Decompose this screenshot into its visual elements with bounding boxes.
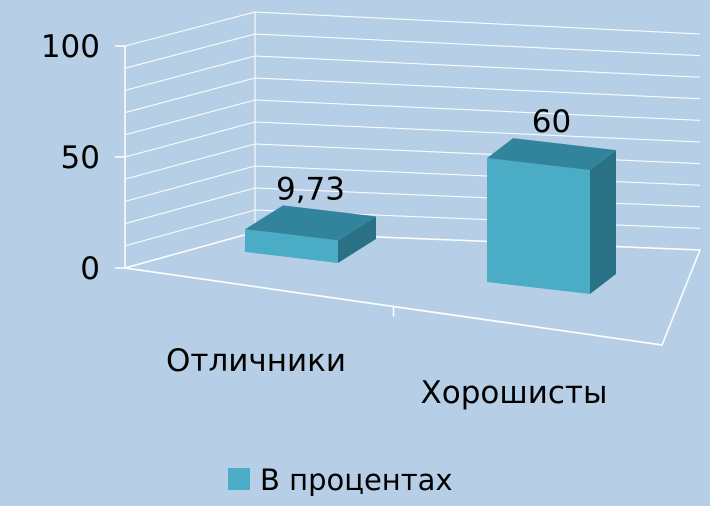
bar-side-face <box>338 216 376 263</box>
bar-front-face <box>487 158 590 294</box>
data-label: 60 <box>532 104 571 140</box>
back-gridline <box>254 99 701 121</box>
bar-side-face <box>590 150 616 294</box>
x-category-label: Отличники <box>166 343 346 379</box>
back-gridline <box>254 55 701 78</box>
side-gridline <box>124 209 256 247</box>
side-gridline <box>124 99 256 136</box>
side-gridline <box>124 121 256 158</box>
y-tick-label: 100 <box>41 29 100 65</box>
bar-top-face <box>245 205 376 241</box>
bar-front-face <box>245 229 338 263</box>
back-gridline <box>254 143 701 165</box>
bar-top-face <box>487 138 616 171</box>
legend-label: В процентах <box>260 463 453 497</box>
data-labels: 9,73 60 <box>276 104 571 207</box>
y-tick-label: 0 <box>80 251 100 287</box>
chart-axes <box>115 45 663 346</box>
y-tick-label: 50 <box>61 140 100 176</box>
side-gridline <box>124 187 256 225</box>
legend-swatch <box>228 468 250 490</box>
back-gridline <box>254 165 701 186</box>
side-gridline <box>124 143 256 180</box>
side-gridline <box>124 165 256 202</box>
back-gridline <box>254 33 701 57</box>
side-gridline <box>124 55 256 91</box>
bar-series <box>245 138 616 294</box>
legend: В процентах <box>228 463 453 497</box>
back-gridline <box>254 11 701 35</box>
side-gridline <box>124 231 256 269</box>
back-gridline <box>254 187 701 208</box>
side-gridline <box>124 77 256 114</box>
y-axis-tick-labels: 0 50 100 <box>41 29 100 287</box>
x-axis-category-labels: Отличники Хорошисты <box>166 343 607 411</box>
data-label: 9,73 <box>276 171 345 207</box>
side-gridline <box>124 33 256 69</box>
gridlines <box>124 11 701 269</box>
back-gridline <box>254 121 701 143</box>
back-gridline <box>254 77 701 100</box>
side-gridline <box>124 11 256 47</box>
x-category-label: Хорошисты <box>421 375 608 411</box>
